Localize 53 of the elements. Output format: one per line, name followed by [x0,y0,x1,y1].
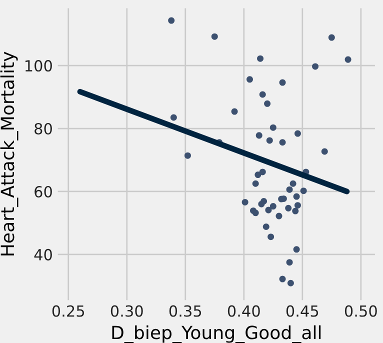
y-tick-label: 40 [34,248,52,260]
point [254,172,262,178]
point [285,204,292,212]
y-axis-title: Heart_Attack_Mortality [0,52,18,256]
point [168,17,175,24]
point [279,139,286,146]
point [292,208,299,214]
x-tick-label: 0.30 [110,305,143,317]
point [286,259,293,266]
x-tick-label: 0.40 [228,305,260,317]
point [231,108,238,115]
point [287,280,294,286]
point [257,55,264,62]
point [286,186,293,193]
point [259,91,266,98]
point [184,152,191,159]
point [265,206,272,214]
point [293,193,300,200]
point [259,168,266,176]
point [328,34,335,41]
point [293,246,300,253]
x-tick-label: 0.35 [169,305,202,317]
point [290,180,296,187]
point [294,202,301,209]
point [252,210,259,216]
point [279,79,286,86]
point [264,100,271,107]
y-tick-label: 80 [34,122,52,135]
x-tick-label: 0.25 [52,305,84,317]
point [321,148,328,155]
point [262,224,270,230]
y-tick-label: 100 [25,60,52,72]
point [170,114,177,121]
point [270,124,276,131]
point [344,56,352,63]
point [242,198,248,206]
point [266,137,273,144]
point [252,180,259,187]
point [312,63,319,70]
x-tick-label: 0.45 [286,305,318,317]
x-tick-label: 0.50 [344,305,377,317]
x-axis-title: D_biep_Young_Good_all [112,325,321,343]
point [258,200,265,208]
point [276,212,282,220]
point [300,188,307,194]
point [279,276,286,282]
point [294,130,301,137]
point [270,203,276,210]
point [256,132,262,139]
y-tick-label: 60 [34,186,52,198]
point [246,76,254,83]
point [211,33,218,40]
point [268,234,274,240]
